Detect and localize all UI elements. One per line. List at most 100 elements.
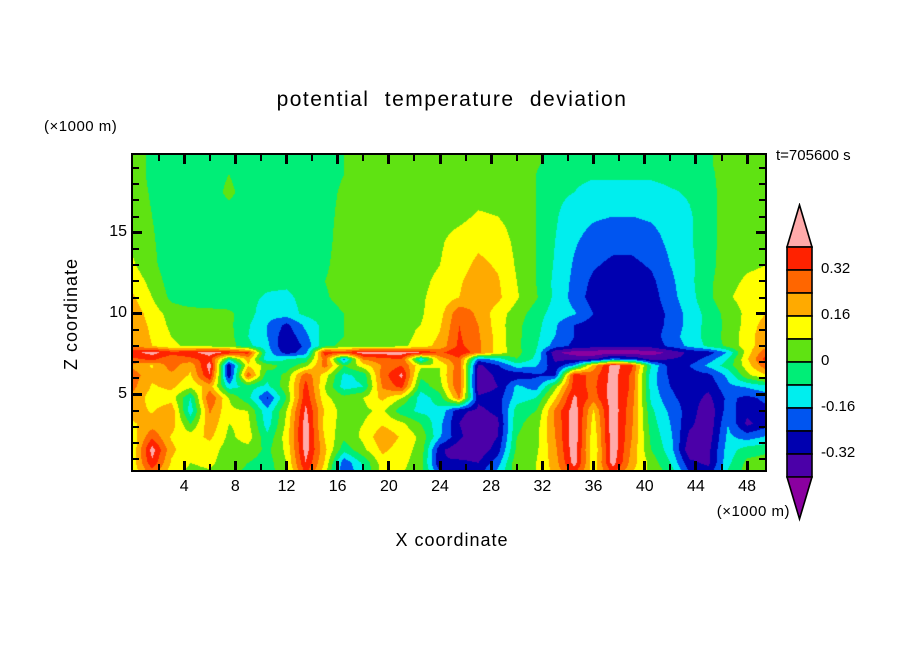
x-minor-tick — [157, 464, 160, 470]
x-major-tick — [745, 461, 749, 470]
y-axis-unit: (×1000 m) — [44, 118, 118, 135]
x-minor-tick — [669, 155, 672, 161]
y-minor-tick — [133, 296, 139, 299]
y-minor-tick — [759, 296, 765, 299]
x-minor-tick — [669, 464, 672, 470]
x-major-tick — [592, 155, 596, 164]
y-minor-tick — [133, 442, 139, 445]
y-minor-tick — [133, 264, 139, 267]
x-minor-tick — [362, 464, 365, 470]
x-major-tick — [540, 461, 544, 470]
y-minor-tick — [759, 442, 765, 445]
y-major-tick — [133, 231, 142, 235]
x-tick-label: 48 — [738, 478, 756, 495]
x-minor-tick — [362, 155, 365, 161]
x-major-tick — [336, 155, 340, 164]
y-minor-tick — [759, 345, 765, 348]
x-major-tick — [592, 461, 596, 470]
y-minor-tick — [759, 215, 765, 218]
x-tick-label: 12 — [277, 478, 296, 495]
y-minor-tick — [133, 409, 139, 412]
y-minor-tick — [759, 361, 765, 364]
colorbar-cell — [786, 407, 813, 432]
y-major-tick — [133, 393, 142, 397]
x-major-tick — [643, 461, 647, 470]
x-minor-tick — [259, 464, 262, 470]
chart-title: potential temperature deviation — [276, 88, 628, 111]
y-major-tick — [133, 312, 142, 316]
y-minor-tick — [133, 247, 139, 250]
y-minor-tick — [759, 166, 765, 169]
x-tick-label: 20 — [379, 478, 398, 495]
x-major-tick — [233, 155, 237, 164]
y-minor-tick — [133, 426, 139, 429]
y-major-tick — [756, 231, 765, 235]
x-tick-label: 36 — [584, 478, 603, 495]
x-major-tick — [489, 155, 493, 164]
y-minor-tick — [133, 166, 139, 169]
x-minor-tick — [208, 464, 211, 470]
x-minor-tick — [464, 464, 467, 470]
y-minor-tick — [133, 280, 139, 283]
x-major-tick — [438, 461, 442, 470]
y-minor-tick — [759, 426, 765, 429]
x-major-tick — [182, 461, 186, 470]
x-minor-tick — [515, 155, 518, 161]
colorbar-label: -0.16 — [821, 398, 856, 415]
y-tick-label: 5 — [118, 384, 127, 402]
y-minor-tick — [759, 328, 765, 331]
x-minor-tick — [464, 155, 467, 161]
x-major-tick — [182, 155, 186, 164]
contour-heatmap-canvas — [133, 155, 765, 470]
x-minor-tick — [259, 155, 262, 161]
x-minor-tick — [311, 464, 314, 470]
y-minor-tick — [133, 183, 139, 186]
x-minor-tick — [566, 464, 569, 470]
colorbar-cell — [786, 384, 813, 409]
x-minor-tick — [720, 464, 723, 470]
colorbar — [786, 203, 814, 522]
y-minor-tick — [759, 199, 765, 202]
colorbar-cell — [786, 453, 813, 478]
y-minor-tick — [133, 199, 139, 202]
colorbar-label: -0.32 — [821, 444, 856, 461]
x-major-tick — [489, 461, 493, 470]
colorbar-cell — [786, 246, 813, 271]
y-minor-tick — [759, 247, 765, 250]
x-minor-tick — [311, 155, 314, 161]
x-major-tick — [694, 155, 698, 164]
colorbar-label: 0.16 — [821, 306, 851, 323]
x-minor-tick — [618, 464, 621, 470]
y-minor-tick — [133, 215, 139, 218]
x-major-tick — [387, 155, 391, 164]
x-tick-label: 4 — [179, 478, 189, 495]
colorbar-label: 0 — [821, 352, 830, 369]
x-minor-tick — [413, 464, 416, 470]
y-minor-tick — [133, 345, 139, 348]
y-major-tick — [756, 312, 765, 316]
colorbar-top-arrow — [786, 203, 814, 248]
x-minor-tick — [618, 155, 621, 161]
x-major-tick — [285, 461, 289, 470]
x-minor-tick — [515, 464, 518, 470]
colorbar-cell — [786, 338, 813, 363]
y-minor-tick — [759, 264, 765, 267]
y-minor-tick — [759, 409, 765, 412]
colorbar-cell — [786, 292, 813, 317]
x-minor-tick — [566, 155, 569, 161]
x-major-tick — [745, 155, 749, 164]
y-minor-tick — [133, 328, 139, 331]
y-minor-tick — [759, 183, 765, 186]
x-tick-label: 32 — [533, 478, 552, 495]
x-axis-unit: (×1000 m) — [716, 503, 790, 520]
x-major-tick — [438, 155, 442, 164]
colorbar-cell — [786, 430, 813, 455]
x-tick-label: 28 — [482, 478, 501, 495]
x-tick-label: 40 — [635, 478, 654, 495]
x-major-tick — [336, 461, 340, 470]
y-minor-tick — [759, 280, 765, 283]
y-minor-tick — [133, 377, 139, 380]
x-major-tick — [285, 155, 289, 164]
x-minor-tick — [413, 155, 416, 161]
y-minor-tick — [133, 361, 139, 364]
